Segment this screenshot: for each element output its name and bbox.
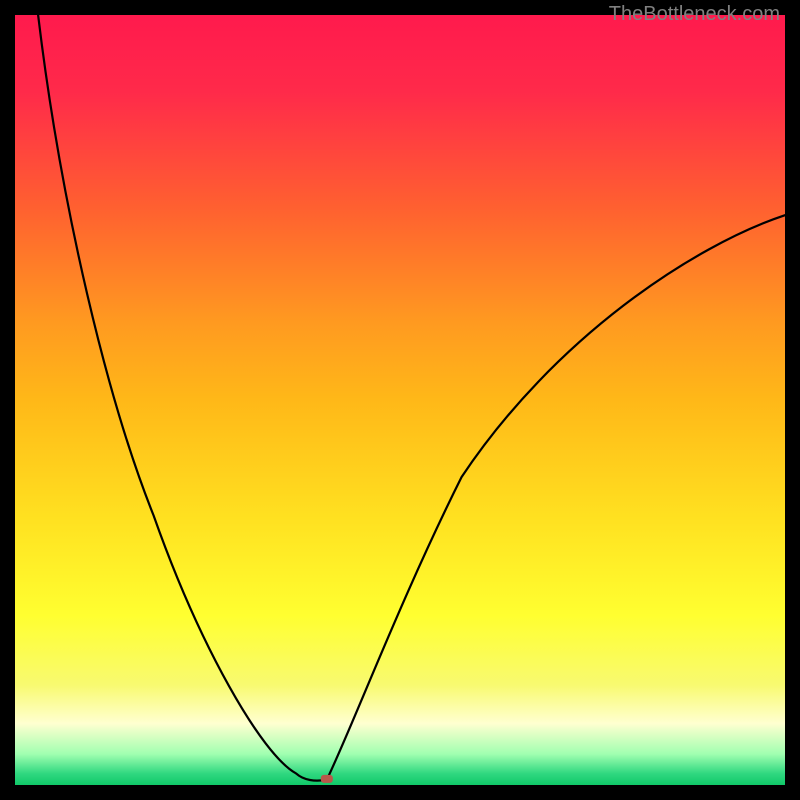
bottleneck-chart [15, 15, 785, 785]
optimal-point-marker [321, 775, 333, 783]
watermark-text: TheBottleneck.com [609, 3, 780, 26]
chart-background [15, 15, 785, 785]
